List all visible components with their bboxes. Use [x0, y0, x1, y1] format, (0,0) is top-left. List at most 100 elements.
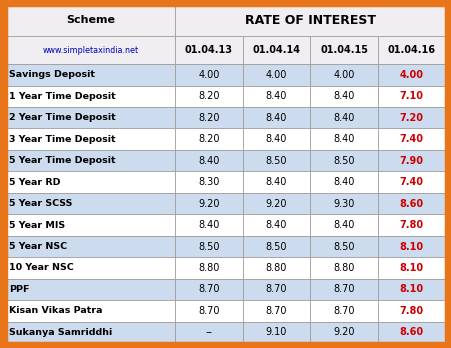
- Bar: [310, 128, 377, 150]
- Bar: [242, 128, 310, 150]
- Text: 8.80: 8.80: [265, 263, 286, 273]
- Text: RATE OF INTEREST: RATE OF INTEREST: [244, 14, 375, 27]
- Bar: [175, 36, 242, 64]
- Bar: [310, 214, 377, 236]
- Bar: [242, 64, 310, 86]
- Text: 01.04.15: 01.04.15: [319, 45, 368, 55]
- Text: 9.10: 9.10: [265, 327, 286, 338]
- Text: 4.00: 4.00: [399, 70, 423, 80]
- Text: 4.00: 4.00: [333, 70, 354, 80]
- Text: 7.40: 7.40: [399, 134, 423, 144]
- Text: 8.70: 8.70: [198, 284, 219, 294]
- Text: 8.40: 8.40: [198, 156, 219, 166]
- Bar: [310, 322, 377, 343]
- Text: 3 Year Time Deposit: 3 Year Time Deposit: [9, 135, 116, 144]
- Text: 5 Year SCSS: 5 Year SCSS: [9, 199, 73, 208]
- Text: 1 Year Time Deposit: 1 Year Time Deposit: [9, 92, 116, 101]
- Bar: [310, 36, 377, 64]
- Bar: [6, 5, 175, 36]
- Bar: [175, 64, 242, 86]
- Text: 8.40: 8.40: [333, 113, 354, 123]
- Text: 4.00: 4.00: [198, 70, 219, 80]
- Bar: [242, 300, 310, 322]
- Bar: [6, 322, 175, 343]
- Bar: [175, 300, 242, 322]
- Bar: [377, 236, 445, 257]
- Text: 01.04.16: 01.04.16: [387, 45, 435, 55]
- Text: 8.70: 8.70: [265, 284, 287, 294]
- Text: 8.40: 8.40: [198, 220, 219, 230]
- Bar: [310, 193, 377, 214]
- Bar: [175, 257, 242, 279]
- Text: 8.40: 8.40: [333, 177, 354, 187]
- Bar: [6, 300, 175, 322]
- Text: 9.20: 9.20: [333, 327, 354, 338]
- Bar: [310, 150, 377, 172]
- Bar: [310, 64, 377, 86]
- Bar: [377, 64, 445, 86]
- Bar: [242, 236, 310, 257]
- Bar: [175, 172, 242, 193]
- Bar: [377, 214, 445, 236]
- Bar: [310, 172, 377, 193]
- Text: Scheme: Scheme: [66, 15, 115, 25]
- Bar: [6, 86, 175, 107]
- Text: 8.40: 8.40: [265, 113, 286, 123]
- Bar: [310, 300, 377, 322]
- Bar: [242, 279, 310, 300]
- Text: 8.10: 8.10: [399, 242, 423, 252]
- Bar: [377, 86, 445, 107]
- Text: 9.20: 9.20: [198, 199, 219, 208]
- Bar: [6, 172, 175, 193]
- Bar: [6, 279, 175, 300]
- Bar: [377, 36, 445, 64]
- Text: 8.40: 8.40: [333, 134, 354, 144]
- Text: 4.00: 4.00: [265, 70, 286, 80]
- Text: --: --: [205, 327, 212, 338]
- Text: 8.50: 8.50: [333, 242, 354, 252]
- Bar: [242, 150, 310, 172]
- Bar: [6, 64, 175, 86]
- Text: 8.40: 8.40: [333, 91, 354, 101]
- Text: 8.70: 8.70: [333, 306, 354, 316]
- Bar: [310, 86, 377, 107]
- Bar: [377, 257, 445, 279]
- Text: 5 Year NSC: 5 Year NSC: [9, 242, 68, 251]
- Text: 8.70: 8.70: [333, 284, 354, 294]
- Bar: [6, 257, 175, 279]
- Bar: [6, 193, 175, 214]
- Text: 7.80: 7.80: [399, 220, 423, 230]
- Bar: [377, 172, 445, 193]
- Text: 9.20: 9.20: [265, 199, 287, 208]
- Bar: [175, 322, 242, 343]
- Text: 8.70: 8.70: [198, 306, 219, 316]
- Bar: [242, 322, 310, 343]
- Text: 8.10: 8.10: [399, 263, 423, 273]
- Text: 8.10: 8.10: [399, 284, 423, 294]
- Text: 8.40: 8.40: [265, 220, 286, 230]
- Bar: [6, 236, 175, 257]
- Bar: [175, 5, 445, 36]
- Bar: [242, 36, 310, 64]
- Text: 8.40: 8.40: [265, 91, 286, 101]
- Bar: [377, 322, 445, 343]
- Bar: [175, 193, 242, 214]
- Bar: [310, 236, 377, 257]
- Text: 8.50: 8.50: [198, 242, 219, 252]
- Bar: [377, 150, 445, 172]
- Text: 5 Year MIS: 5 Year MIS: [9, 221, 65, 230]
- Text: 8.40: 8.40: [333, 220, 354, 230]
- Bar: [377, 128, 445, 150]
- Text: 8.40: 8.40: [265, 177, 286, 187]
- Text: Savings Deposit: Savings Deposit: [9, 70, 95, 79]
- Text: 7.80: 7.80: [399, 306, 423, 316]
- Text: 8.50: 8.50: [265, 242, 287, 252]
- Bar: [6, 214, 175, 236]
- Text: 8.20: 8.20: [198, 91, 219, 101]
- Bar: [175, 214, 242, 236]
- Bar: [377, 279, 445, 300]
- Bar: [175, 86, 242, 107]
- Text: 8.50: 8.50: [333, 156, 354, 166]
- Bar: [310, 257, 377, 279]
- Bar: [242, 107, 310, 128]
